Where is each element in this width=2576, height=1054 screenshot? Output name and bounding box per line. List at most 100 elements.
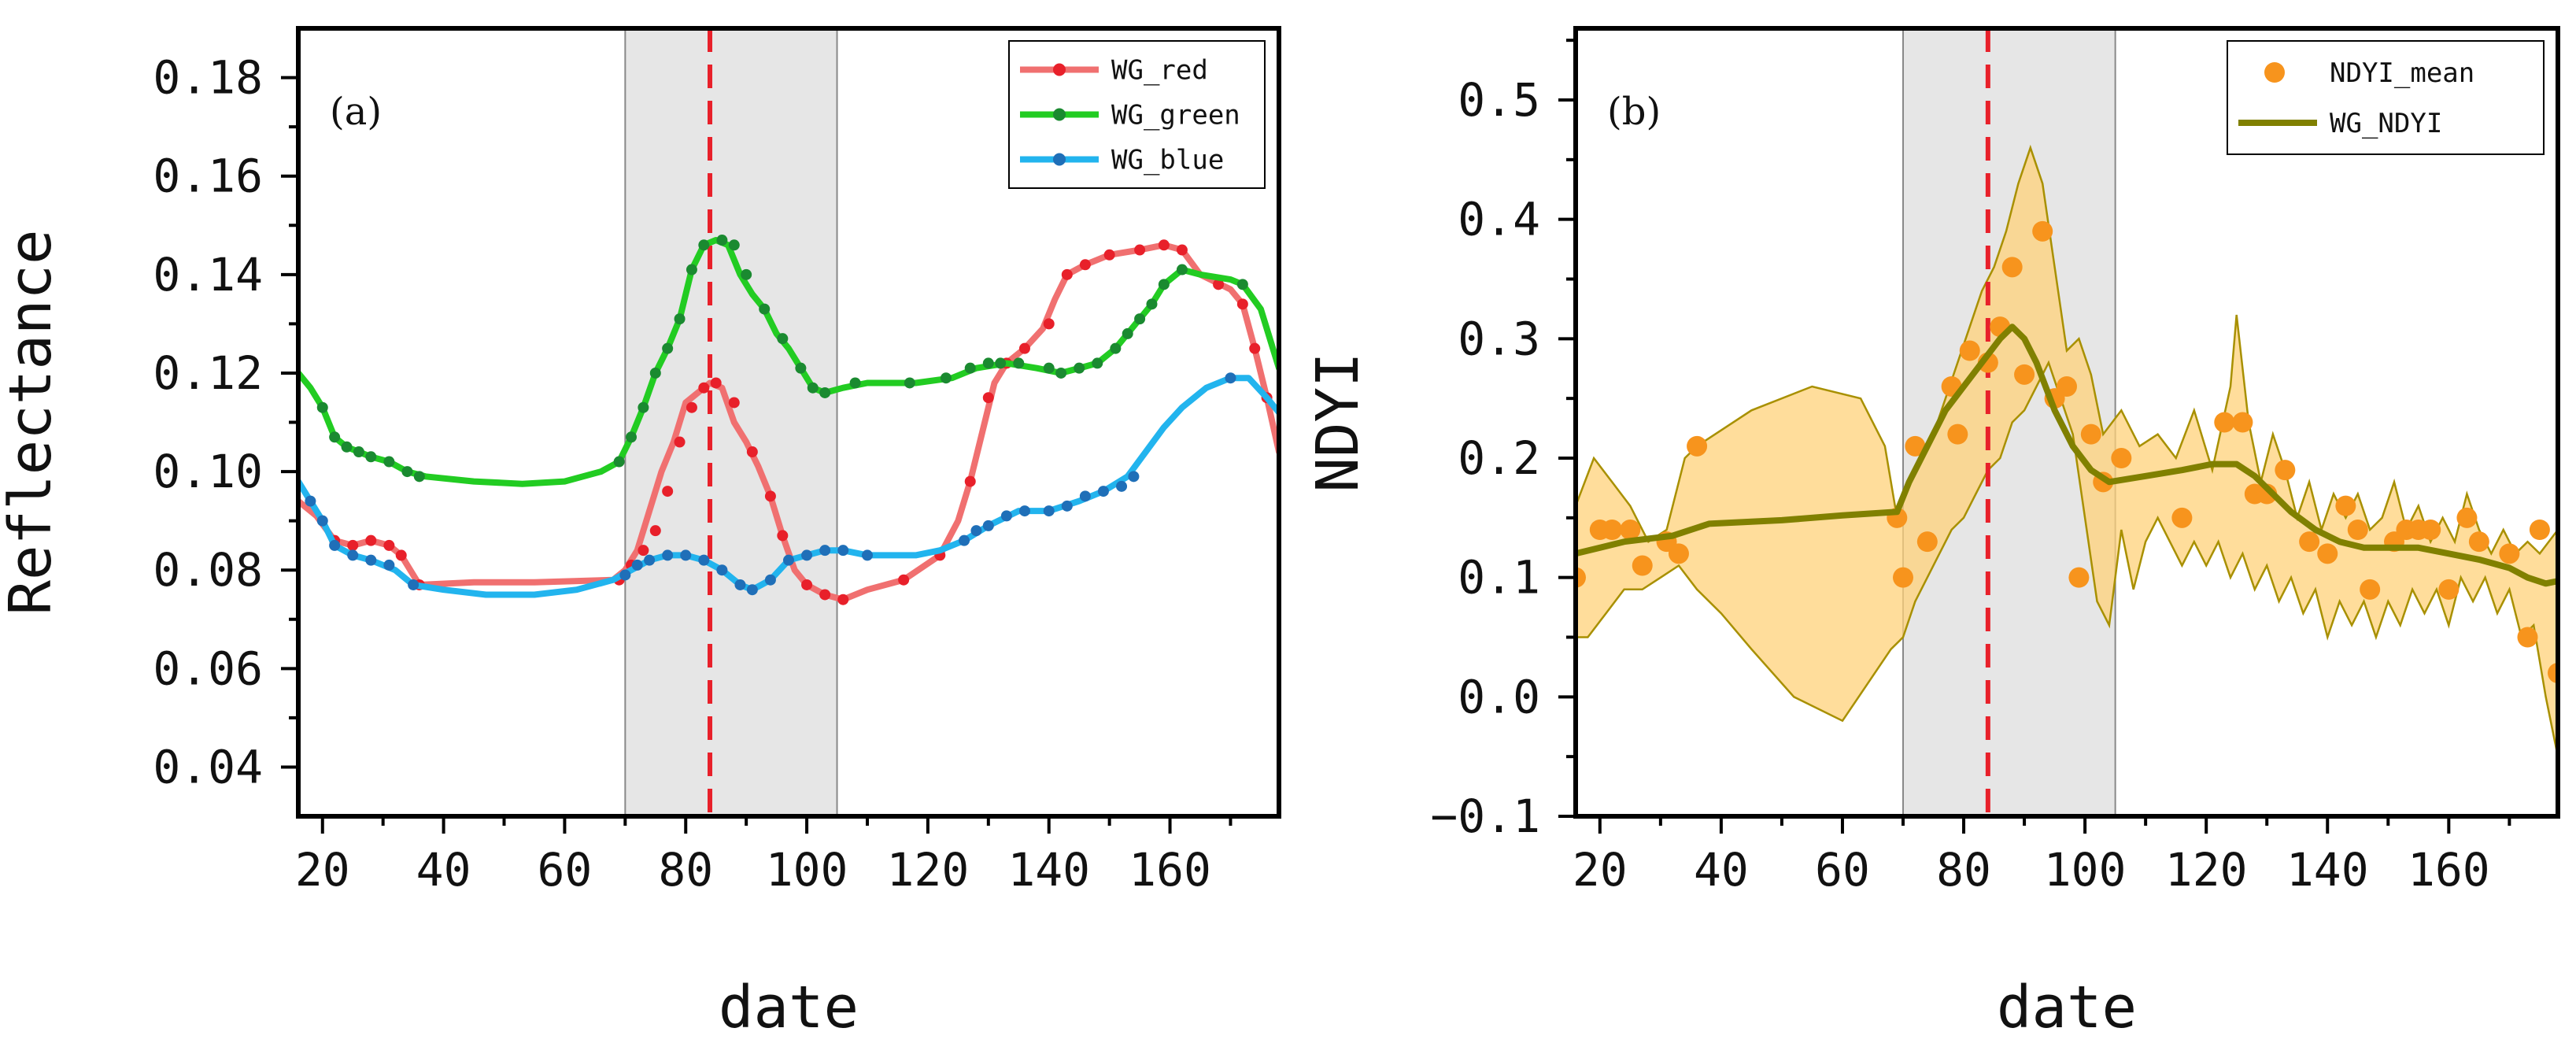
data-point-WG_red bbox=[1158, 239, 1170, 251]
data-point-NDYI_mean bbox=[2057, 376, 2077, 397]
confidence-band bbox=[1576, 144, 2558, 757]
y-tick-label: 0.4 bbox=[1458, 193, 1540, 246]
x-tick-label: 140 bbox=[1007, 843, 1090, 897]
data-point-NDYI_mean bbox=[2456, 507, 2478, 528]
data-point-WG_green bbox=[1074, 362, 1085, 374]
data-point-NDYI_mean bbox=[2529, 520, 2550, 540]
x-tick-label: 100 bbox=[2044, 843, 2127, 897]
panel-label: (a) bbox=[330, 90, 382, 134]
data-point-WG_red bbox=[1134, 244, 1146, 256]
data-point-WG_red bbox=[698, 382, 710, 394]
legend: NDYI_mean WG_NDYI bbox=[2227, 40, 2545, 155]
data-point-WG_blue bbox=[1061, 500, 1073, 512]
data-point-NDYI_mean bbox=[2468, 531, 2489, 553]
data-point-NDYI_mean bbox=[1620, 520, 1641, 540]
data-point-NDYI_mean bbox=[2232, 412, 2253, 433]
legend-marker-WG_red bbox=[1053, 63, 1066, 76]
data-point-WG_red bbox=[395, 549, 407, 561]
data-point-WG_green bbox=[613, 456, 625, 468]
data-point-WG_blue bbox=[1225, 372, 1236, 384]
y-axis-title: Reflectance bbox=[0, 229, 65, 615]
x-tick-label: 40 bbox=[416, 843, 471, 897]
data-point-WG_green bbox=[1176, 264, 1188, 276]
x-axis-title: date bbox=[1997, 974, 2137, 1041]
plot-area bbox=[298, 28, 1279, 816]
data-point-WG_blue bbox=[801, 549, 813, 561]
data-point-WG_red bbox=[347, 539, 359, 551]
data-point-NDYI_mean bbox=[1959, 340, 1980, 361]
data-point-WG_green bbox=[728, 239, 740, 251]
x-tick-label: 120 bbox=[2165, 843, 2248, 897]
y-axis-title: NDYI bbox=[1304, 352, 1372, 492]
data-point-WG_blue bbox=[734, 579, 746, 590]
legend-swatch-NDYI_mean bbox=[2264, 62, 2285, 83]
data-point-WG_green bbox=[662, 342, 674, 354]
data-point-NDYI_mean bbox=[2517, 627, 2538, 648]
data-point-NDYI_mean bbox=[1668, 543, 1689, 564]
y-tick-label: 0.18 bbox=[153, 51, 263, 105]
data-point-NDYI_mean bbox=[2347, 520, 2368, 540]
x-tick-label: 100 bbox=[766, 843, 848, 897]
data-point-WG_green bbox=[674, 313, 686, 325]
y-tick-label: 0.10 bbox=[153, 445, 263, 498]
data-point-WG_red bbox=[1043, 318, 1055, 330]
plot-frame bbox=[1573, 26, 2560, 819]
data-point-WG_green bbox=[649, 367, 661, 379]
data-point-WG_blue bbox=[347, 549, 359, 561]
data-point-NDYI_mean bbox=[1916, 531, 1938, 553]
data-point-WG_green bbox=[1146, 298, 1158, 310]
data-point-WG_red bbox=[746, 446, 758, 458]
data-point-WG_red bbox=[837, 594, 849, 605]
x-tick-label: 120 bbox=[887, 843, 970, 897]
data-point-NDYI_mean bbox=[2335, 495, 2356, 516]
x-tick-label: 160 bbox=[2408, 843, 2490, 897]
data-point-WG_red bbox=[982, 392, 994, 404]
data-point-WG_green bbox=[995, 357, 1007, 369]
data-point-NDYI_mean bbox=[1576, 567, 1586, 588]
data-point-WG_green bbox=[638, 401, 649, 413]
data-point-WG_red bbox=[365, 534, 377, 546]
data-point-WG_red bbox=[710, 377, 722, 389]
data-point-NDYI_mean bbox=[1602, 520, 1623, 540]
data-point-WG_green bbox=[795, 362, 807, 374]
data-point-WG_green bbox=[1134, 313, 1146, 325]
data-point-WG_red bbox=[1249, 342, 1261, 354]
data-point-WG_green bbox=[686, 264, 697, 276]
data-point-NDYI_mean bbox=[2001, 257, 2023, 278]
legend-marker-WG_blue bbox=[1053, 153, 1066, 166]
data-point-WG_blue bbox=[383, 559, 395, 571]
panel-a: 20 40 60 80 100 120 140 160 0.04 0.06 0.08 0.10 0.12… bbox=[0, 26, 1281, 1041]
plot-area bbox=[1576, 28, 2558, 816]
legend-box bbox=[2227, 40, 2545, 155]
data-point-WG_red bbox=[686, 401, 697, 413]
data-point-WG_blue bbox=[619, 569, 631, 581]
data-point-NDYI_mean bbox=[2299, 531, 2320, 553]
data-point-WG_green bbox=[1110, 342, 1122, 354]
data-point-WG_green bbox=[904, 377, 915, 389]
y-tick-label: 0.14 bbox=[153, 248, 263, 301]
data-point-WG_red bbox=[638, 545, 649, 557]
data-point-WG_blue bbox=[316, 515, 328, 527]
data-point-WG_red bbox=[964, 475, 976, 487]
data-point-WG_blue bbox=[746, 584, 758, 596]
data-point-WG_green bbox=[401, 466, 413, 478]
data-point-WG_red bbox=[1213, 279, 1225, 290]
data-point-NDYI_mean bbox=[1687, 435, 1708, 457]
data-point-WG_green bbox=[1122, 327, 1133, 339]
x-tick-label: 160 bbox=[1129, 843, 1211, 897]
data-point-WG_blue bbox=[819, 545, 831, 557]
data-point-WG_green bbox=[316, 401, 328, 413]
data-point-NDYI_mean bbox=[2014, 364, 2035, 385]
data-point-WG_green bbox=[741, 268, 752, 280]
data-point-WG_green bbox=[365, 451, 377, 463]
data-point-WG_blue bbox=[698, 554, 710, 566]
data-point-WG_green bbox=[626, 431, 638, 443]
data-point-WG_blue bbox=[764, 574, 776, 586]
data-point-WG_green bbox=[341, 441, 353, 453]
data-point-WG_red bbox=[1103, 249, 1115, 261]
y-tick-label: 0.16 bbox=[153, 150, 263, 203]
series-line-WG_red bbox=[298, 242, 1279, 603]
data-point-WG_blue bbox=[837, 545, 849, 557]
data-point-WG_green bbox=[1158, 279, 1170, 290]
data-point-WG_red bbox=[1176, 244, 1188, 256]
